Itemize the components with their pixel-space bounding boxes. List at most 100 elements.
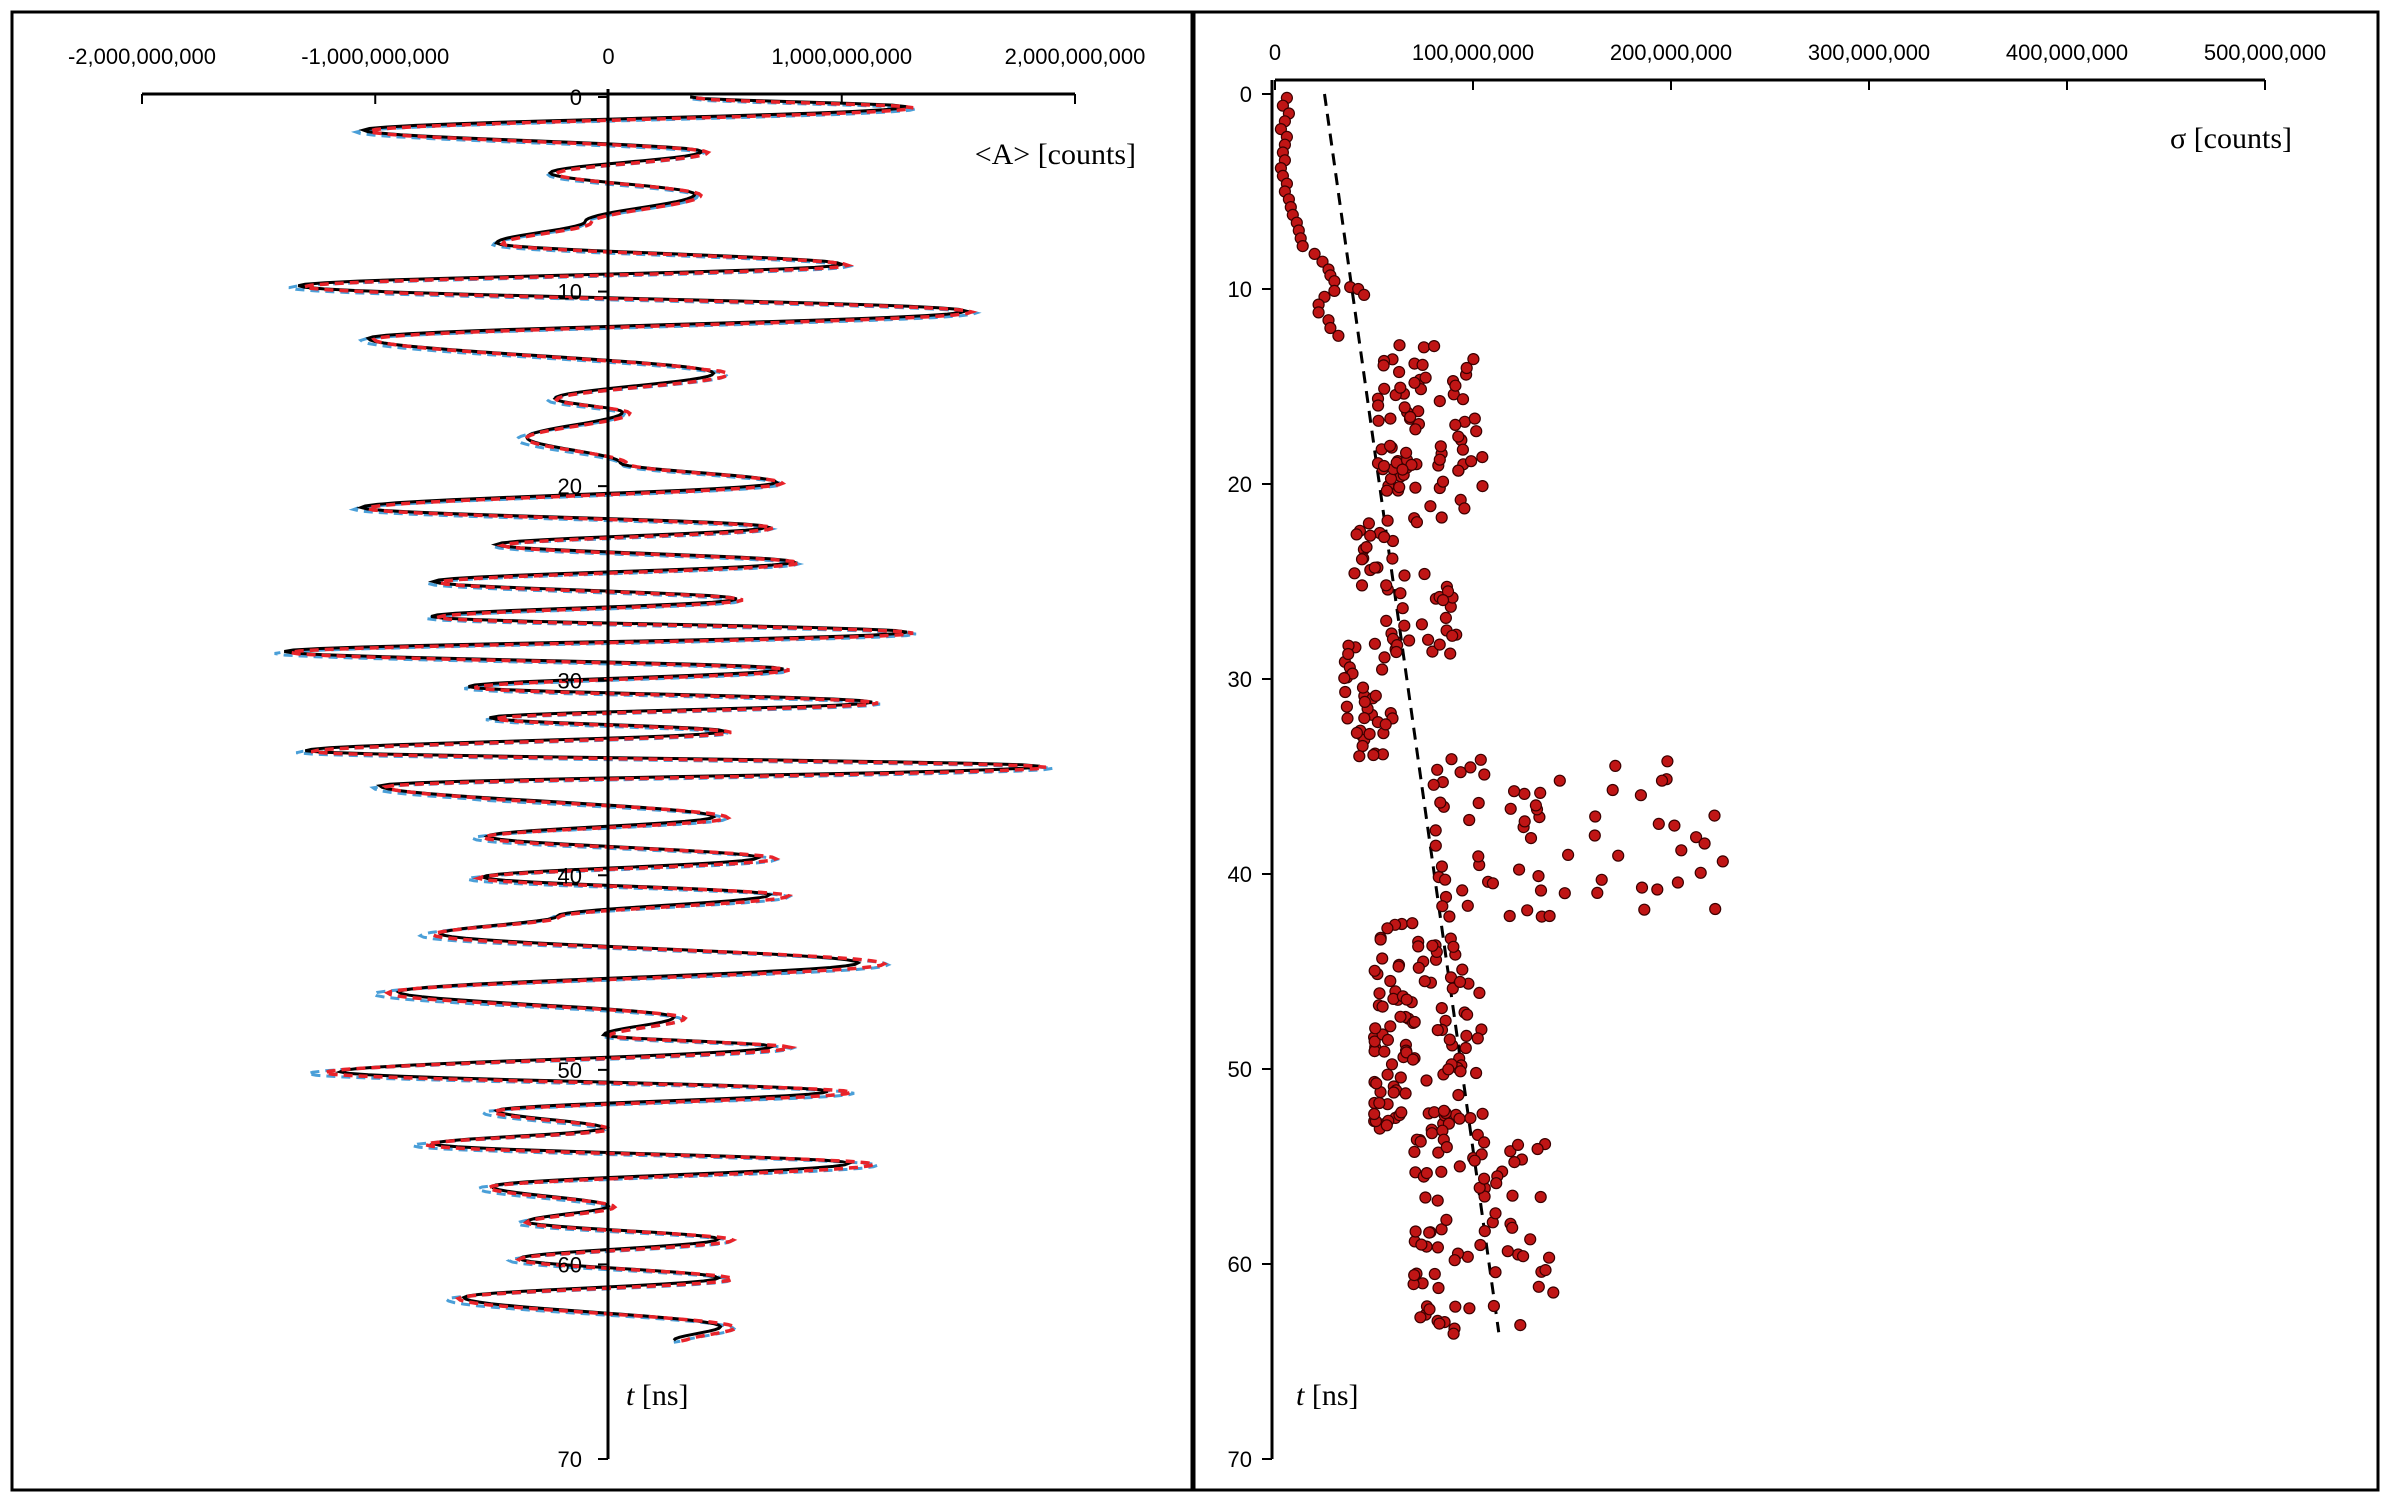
scatter-point bbox=[1312, 306, 1325, 319]
scatter-point bbox=[1355, 579, 1369, 592]
scatter-point bbox=[1440, 1140, 1453, 1154]
right-x-tick-label: 300,000,000 bbox=[1808, 40, 1930, 65]
scatter-point bbox=[1367, 748, 1380, 762]
scatter-point bbox=[1380, 614, 1393, 628]
scatter-point bbox=[1460, 361, 1473, 375]
right-y-tick-label: 70 bbox=[1228, 1447, 1252, 1472]
scatter-point bbox=[1453, 975, 1467, 989]
right-panel-frame bbox=[1192, 10, 2380, 1492]
right-x-tick-label: 200,000,000 bbox=[1610, 40, 1732, 65]
scatter-point bbox=[1612, 849, 1625, 862]
right-x-tick-label: 0 bbox=[1269, 40, 1281, 65]
scatter-point bbox=[1355, 553, 1369, 566]
scatter-point bbox=[1459, 1041, 1472, 1055]
scatter-point bbox=[1432, 1146, 1445, 1159]
scatter-point bbox=[1426, 939, 1439, 952]
scatter-point bbox=[1464, 455, 1478, 468]
scatter-point bbox=[1338, 671, 1351, 685]
right-x-tick-label: 100,000,000 bbox=[1412, 40, 1534, 65]
scatter-point bbox=[1387, 1086, 1400, 1099]
scatter-point bbox=[1368, 637, 1382, 650]
scatter-point bbox=[1418, 567, 1431, 581]
scatter-point bbox=[1363, 727, 1376, 741]
scatter-point bbox=[1512, 863, 1526, 876]
scatter-point bbox=[1394, 1010, 1407, 1023]
right-y-tick-label: 40 bbox=[1228, 862, 1252, 887]
left-y-tick-label: 10 bbox=[558, 280, 582, 305]
left-x-tick-label: -2,000,000,000 bbox=[68, 44, 216, 69]
scatter-point bbox=[1668, 819, 1681, 832]
right-chart: 0 100,000,000 200,000,000 300,000,000 400,00… bbox=[1228, 40, 2327, 1472]
scatter-point bbox=[1709, 902, 1722, 916]
scatter-point bbox=[1434, 440, 1447, 453]
right-y-tick-label: 0 bbox=[1240, 82, 1252, 107]
scatter-point bbox=[1364, 529, 1377, 542]
scatter-point bbox=[1394, 381, 1407, 394]
scatter-point bbox=[1429, 839, 1442, 852]
scatter-point bbox=[1377, 459, 1391, 473]
scatter-point bbox=[1454, 1065, 1467, 1078]
left-y-tick-label: 40 bbox=[558, 863, 582, 888]
scatter-point bbox=[1506, 1189, 1519, 1202]
right-x-axis-title: σ [counts] bbox=[2170, 122, 2292, 155]
scatter-point bbox=[1356, 681, 1370, 694]
scatter-point bbox=[1424, 500, 1437, 513]
scatter-point bbox=[1368, 561, 1381, 574]
scatter-point bbox=[1381, 922, 1394, 935]
scatter-point bbox=[1308, 247, 1321, 260]
left-x-tick-label: 0 bbox=[602, 44, 614, 69]
right-y-ticks: 0 10 20 30 40 50 60 70 bbox=[1228, 82, 1272, 1472]
scatter-point bbox=[1634, 789, 1648, 802]
scatter-point bbox=[1478, 768, 1491, 781]
scatter-point bbox=[1340, 700, 1354, 713]
scatter-point bbox=[1456, 963, 1469, 976]
scatter-point bbox=[1516, 1250, 1530, 1263]
left-x-tick-label: 2,000,000,000 bbox=[1005, 44, 1146, 69]
left-series-group bbox=[274, 95, 1054, 1344]
scatter-point bbox=[1412, 940, 1425, 953]
scatter-point bbox=[1408, 1268, 1421, 1282]
scatter-point bbox=[1473, 986, 1486, 1000]
scatter-point bbox=[1369, 689, 1382, 702]
scatter-point bbox=[1456, 884, 1469, 897]
scatter-point bbox=[1420, 1074, 1433, 1087]
left-y-axis-unit: [ns] bbox=[634, 1379, 688, 1412]
scatter-point bbox=[1635, 881, 1649, 894]
scatter-point bbox=[1398, 569, 1411, 582]
scatter-point bbox=[1431, 1023, 1444, 1037]
scatter-point bbox=[1357, 288, 1371, 301]
scatter-point bbox=[1378, 382, 1391, 395]
scatter-point bbox=[1561, 848, 1575, 862]
scatter-point bbox=[1436, 900, 1449, 913]
right-y-tick-label: 20 bbox=[1228, 472, 1252, 497]
scatter-point bbox=[1368, 964, 1381, 977]
scatter-point bbox=[1431, 1241, 1445, 1254]
left-x-tick-label: 1,000,000,000 bbox=[771, 44, 912, 69]
scatter-point bbox=[1463, 813, 1476, 827]
scatter-point bbox=[1380, 484, 1394, 497]
scatter-point bbox=[1396, 463, 1409, 476]
scatter-point bbox=[1372, 414, 1385, 427]
scatter-point bbox=[1370, 1077, 1383, 1090]
scatter-point bbox=[1476, 451, 1489, 464]
scatter-point bbox=[1376, 1000, 1389, 1013]
scatter-point bbox=[1353, 750, 1366, 763]
scatter-point bbox=[1358, 711, 1371, 725]
scatter-point bbox=[1435, 1165, 1448, 1178]
scatter-point bbox=[1362, 517, 1376, 530]
right-x-ticks: 0 100,000,000 200,000,000 300,000,000 400,00… bbox=[1269, 40, 2326, 90]
scatter-point bbox=[1377, 530, 1391, 544]
left-y-tick-label: 70 bbox=[558, 1447, 582, 1472]
scatter-point bbox=[1606, 783, 1619, 797]
scatter-point bbox=[1399, 446, 1413, 459]
scatter-point bbox=[1444, 647, 1457, 660]
scatter-point bbox=[1408, 1145, 1421, 1159]
scatter-point bbox=[1427, 778, 1440, 791]
scatter-point bbox=[1503, 909, 1516, 923]
scatter-point bbox=[1532, 869, 1545, 883]
scatter-point bbox=[1470, 425, 1483, 438]
scatter-point bbox=[1652, 817, 1665, 831]
scatter-point bbox=[1368, 1035, 1381, 1048]
scatter-point bbox=[1518, 787, 1531, 801]
